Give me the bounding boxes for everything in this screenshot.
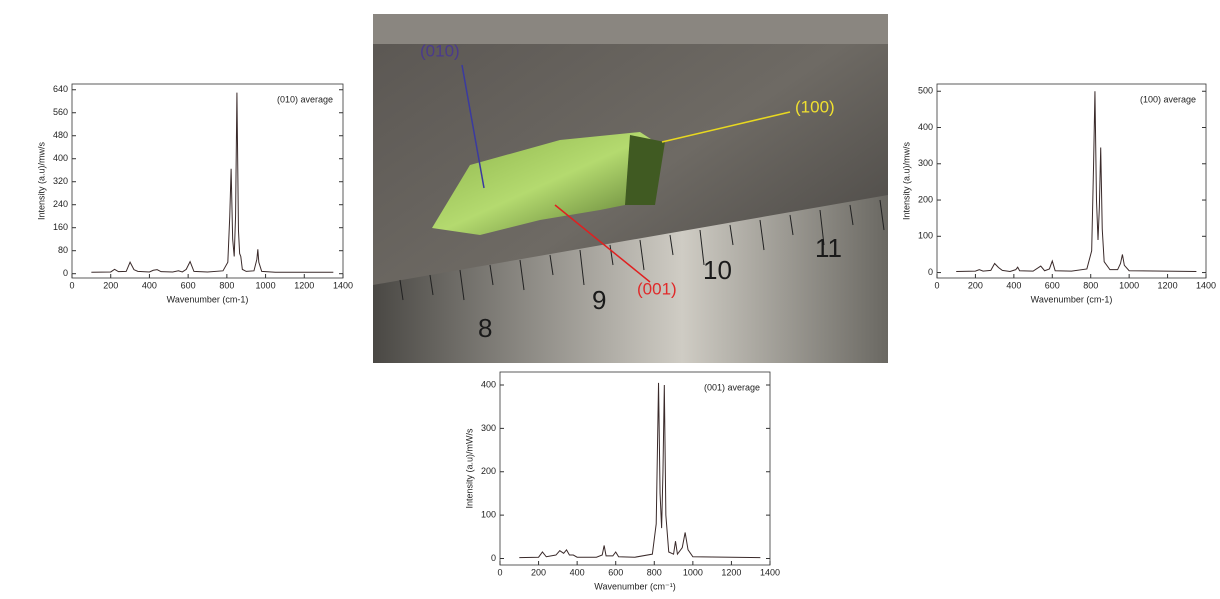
ruler-label: 10: [703, 255, 732, 285]
x-tick-label: 0: [934, 280, 939, 290]
x-axis-label: Wavenumber (cm⁻¹): [594, 581, 675, 591]
ruler: [373, 195, 888, 363]
x-tick-label: 1200: [721, 567, 741, 577]
spectrum-line: [519, 382, 761, 559]
y-tick-label: 400: [53, 153, 68, 163]
x-tick-label: 600: [181, 280, 196, 290]
photo-edge: [373, 14, 888, 44]
arrow: [554, 204, 651, 283]
arrow: [461, 64, 485, 189]
x-tick-label: 200: [531, 567, 546, 577]
x-tick-label: 1200: [1158, 280, 1178, 290]
ruler-label: 11: [815, 233, 842, 263]
x-tick-label: 600: [608, 567, 623, 577]
x-axis-label: Wavenumber (cm-1): [1031, 294, 1113, 304]
crystal-face: [625, 135, 665, 205]
x-axis-label: Wavenumber (cm-1): [167, 294, 249, 304]
x-tick-label: 400: [570, 567, 585, 577]
x-tick-label: 400: [1006, 280, 1021, 290]
plot-frame: [499, 371, 771, 566]
y-tick-label: 200: [481, 466, 496, 476]
x-tick-label: 600: [1045, 280, 1060, 290]
photo: 8 9 10 11 (010) (100) (001): [373, 14, 888, 363]
x-tick-label: 1400: [333, 280, 353, 290]
y-tick-label: 80: [58, 245, 68, 255]
y-axis-label: Intensity (a.u)/mw/s: [901, 141, 911, 220]
y-axis-label: Intensity (a.u)/mW/s: [464, 428, 474, 509]
y-tick-label: 240: [53, 199, 68, 209]
y-tick-label: 0: [63, 268, 68, 278]
x-tick-label: 0: [497, 567, 502, 577]
x-tick-label: 1000: [1119, 280, 1139, 290]
arrow: [661, 111, 791, 143]
y-tick-label: 200: [918, 194, 933, 204]
x-tick-label: 800: [1083, 280, 1098, 290]
y-tick-label: 400: [918, 122, 933, 132]
x-tick-label: 1000: [256, 280, 276, 290]
y-tick-label: 500: [918, 86, 933, 96]
chart-title: (100) average: [1140, 94, 1196, 104]
x-tick-label: 1000: [683, 567, 703, 577]
ruler-label: 9: [592, 285, 606, 315]
ruler-label: 8: [478, 313, 492, 343]
y-tick-label: 0: [928, 267, 933, 277]
x-tick-label: 800: [647, 567, 662, 577]
x-tick-label: 1400: [760, 567, 780, 577]
y-tick-label: 300: [481, 423, 496, 433]
y-axis-label: Intensity (a.u)/mw/s: [36, 141, 46, 220]
x-tick-label: 200: [103, 280, 118, 290]
photo-label: (100): [795, 97, 835, 116]
y-tick-label: 480: [53, 130, 68, 140]
x-tick-label: 400: [142, 280, 157, 290]
x-tick-label: 1400: [1196, 280, 1216, 290]
x-tick-label: 0: [69, 280, 74, 290]
y-tick-label: 160: [53, 222, 68, 232]
y-tick-label: 320: [53, 176, 68, 186]
crystal: [432, 132, 660, 235]
x-tick-label: 800: [219, 280, 234, 290]
x-tick-label: 200: [968, 280, 983, 290]
y-tick-label: 300: [918, 158, 933, 168]
plot-frame: [71, 83, 344, 279]
y-tick-label: 0: [491, 553, 496, 563]
y-tick-label: 560: [53, 107, 68, 117]
y-tick-label: 400: [481, 379, 496, 389]
y-tick-label: 100: [481, 509, 496, 519]
y-tick-label: 100: [918, 231, 933, 241]
x-tick-label: 1200: [294, 280, 314, 290]
plot-frame: [936, 83, 1207, 279]
photo-label: (010): [420, 41, 460, 60]
spectrum-line: [91, 92, 334, 273]
spectrum-line: [956, 91, 1197, 272]
photo-label: (001): [637, 279, 677, 298]
chart-title: (010) average: [277, 94, 333, 104]
y-tick-label: 640: [53, 84, 68, 94]
ruler-ticks: [399, 199, 885, 301]
chart-title: (001) average: [704, 382, 760, 392]
